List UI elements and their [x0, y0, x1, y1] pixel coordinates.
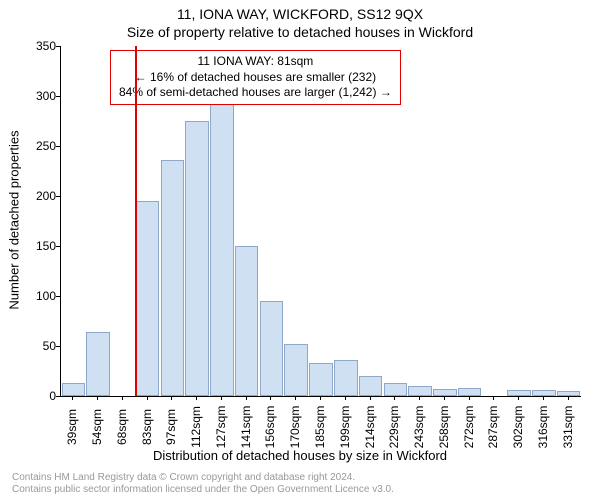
x-tick-mark — [518, 396, 519, 400]
x-tick-mark — [97, 396, 98, 400]
y-tick-label: 150 — [36, 239, 56, 253]
annotation-line3: 84% of semi-detached houses are larger (… — [119, 85, 392, 101]
y-tick-mark — [56, 246, 60, 247]
y-axis-label: Number of detached properties — [7, 130, 22, 309]
annotation-line2: ← 16% of detached houses are smaller (23… — [119, 70, 392, 86]
x-tick-mark — [147, 396, 148, 400]
x-tick-label: 127sqm — [214, 406, 228, 449]
histogram-bar — [284, 344, 308, 396]
y-tick-label: 0 — [49, 389, 56, 403]
histogram-bar — [235, 246, 259, 396]
y-tick-mark — [56, 146, 60, 147]
y-tick-mark — [56, 296, 60, 297]
x-tick-mark — [444, 396, 445, 400]
y-tick-label: 100 — [36, 289, 56, 303]
x-tick-mark — [270, 396, 271, 400]
annotation-line1: 11 IONA WAY: 81sqm — [119, 54, 392, 70]
histogram-bar — [86, 332, 110, 396]
x-tick-label: 68sqm — [115, 409, 129, 445]
x-tick-mark — [370, 396, 371, 400]
footer-line2: Contains public sector information licen… — [12, 484, 394, 496]
y-tick-mark — [56, 96, 60, 97]
x-tick-label: 287sqm — [486, 406, 500, 449]
x-tick-label: 243sqm — [412, 406, 426, 449]
histogram-bar — [408, 386, 432, 396]
x-tick-label: 199sqm — [338, 406, 352, 449]
x-tick-mark — [122, 396, 123, 400]
x-tick-label: 214sqm — [363, 406, 377, 449]
chart-title-sub: Size of property relative to detached ho… — [0, 24, 600, 40]
y-tick-mark — [56, 196, 60, 197]
histogram-bar — [334, 360, 358, 396]
x-tick-label: 302sqm — [511, 406, 525, 449]
x-tick-label: 97sqm — [164, 409, 178, 445]
x-tick-mark — [320, 396, 321, 400]
x-tick-label: 156sqm — [263, 406, 277, 449]
histogram-bar — [309, 363, 333, 396]
x-tick-label: 272sqm — [462, 406, 476, 449]
x-tick-mark — [543, 396, 544, 400]
y-tick-label: 50 — [43, 339, 56, 353]
y-tick-label: 300 — [36, 89, 56, 103]
x-axis-label: Distribution of detached houses by size … — [0, 448, 600, 463]
x-tick-label: 185sqm — [313, 406, 327, 449]
x-tick-mark — [568, 396, 569, 400]
x-tick-mark — [246, 396, 247, 400]
x-tick-mark — [493, 396, 494, 400]
x-tick-mark — [221, 396, 222, 400]
x-tick-mark — [345, 396, 346, 400]
histogram-bar — [384, 383, 408, 396]
x-tick-label: 229sqm — [387, 406, 401, 449]
chart-title-main: 11, IONA WAY, WICKFORD, SS12 9QX — [0, 6, 600, 22]
histogram-bar — [458, 388, 482, 396]
y-tick-label: 350 — [36, 39, 56, 53]
x-tick-mark — [72, 396, 73, 400]
x-tick-label: 331sqm — [561, 406, 575, 449]
x-tick-label: 54sqm — [90, 409, 104, 445]
x-tick-label: 83sqm — [140, 409, 154, 445]
histogram-bar — [136, 201, 160, 396]
y-tick-mark — [56, 396, 60, 397]
x-tick-label: 39sqm — [65, 409, 79, 445]
y-tick-label: 250 — [36, 139, 56, 153]
x-tick-mark — [171, 396, 172, 400]
annotation-box: 11 IONA WAY: 81sqm ← 16% of detached hou… — [110, 50, 401, 105]
x-tick-label: 112sqm — [189, 406, 203, 448]
histogram-bar — [161, 160, 185, 396]
y-tick-label: 200 — [36, 189, 56, 203]
x-tick-label: 258sqm — [437, 406, 451, 449]
histogram-bar — [210, 104, 234, 396]
histogram-bar — [433, 389, 457, 396]
histogram-bar — [532, 390, 556, 396]
histogram-bar — [359, 376, 383, 396]
histogram-bar — [185, 121, 209, 396]
footer: Contains HM Land Registry data © Crown c… — [12, 472, 394, 496]
x-tick-mark — [394, 396, 395, 400]
x-tick-mark — [419, 396, 420, 400]
x-tick-label: 170sqm — [288, 406, 302, 449]
histogram-bar — [62, 383, 86, 396]
x-tick-mark — [196, 396, 197, 400]
y-tick-mark — [56, 346, 60, 347]
footer-line1: Contains HM Land Registry data © Crown c… — [12, 472, 394, 484]
x-tick-label: 316sqm — [536, 406, 550, 449]
histogram-bar — [260, 301, 284, 396]
x-tick-mark — [469, 396, 470, 400]
x-tick-label: 141sqm — [239, 406, 253, 449]
y-tick-mark — [56, 46, 60, 47]
x-tick-mark — [295, 396, 296, 400]
indicator-line — [135, 46, 137, 396]
